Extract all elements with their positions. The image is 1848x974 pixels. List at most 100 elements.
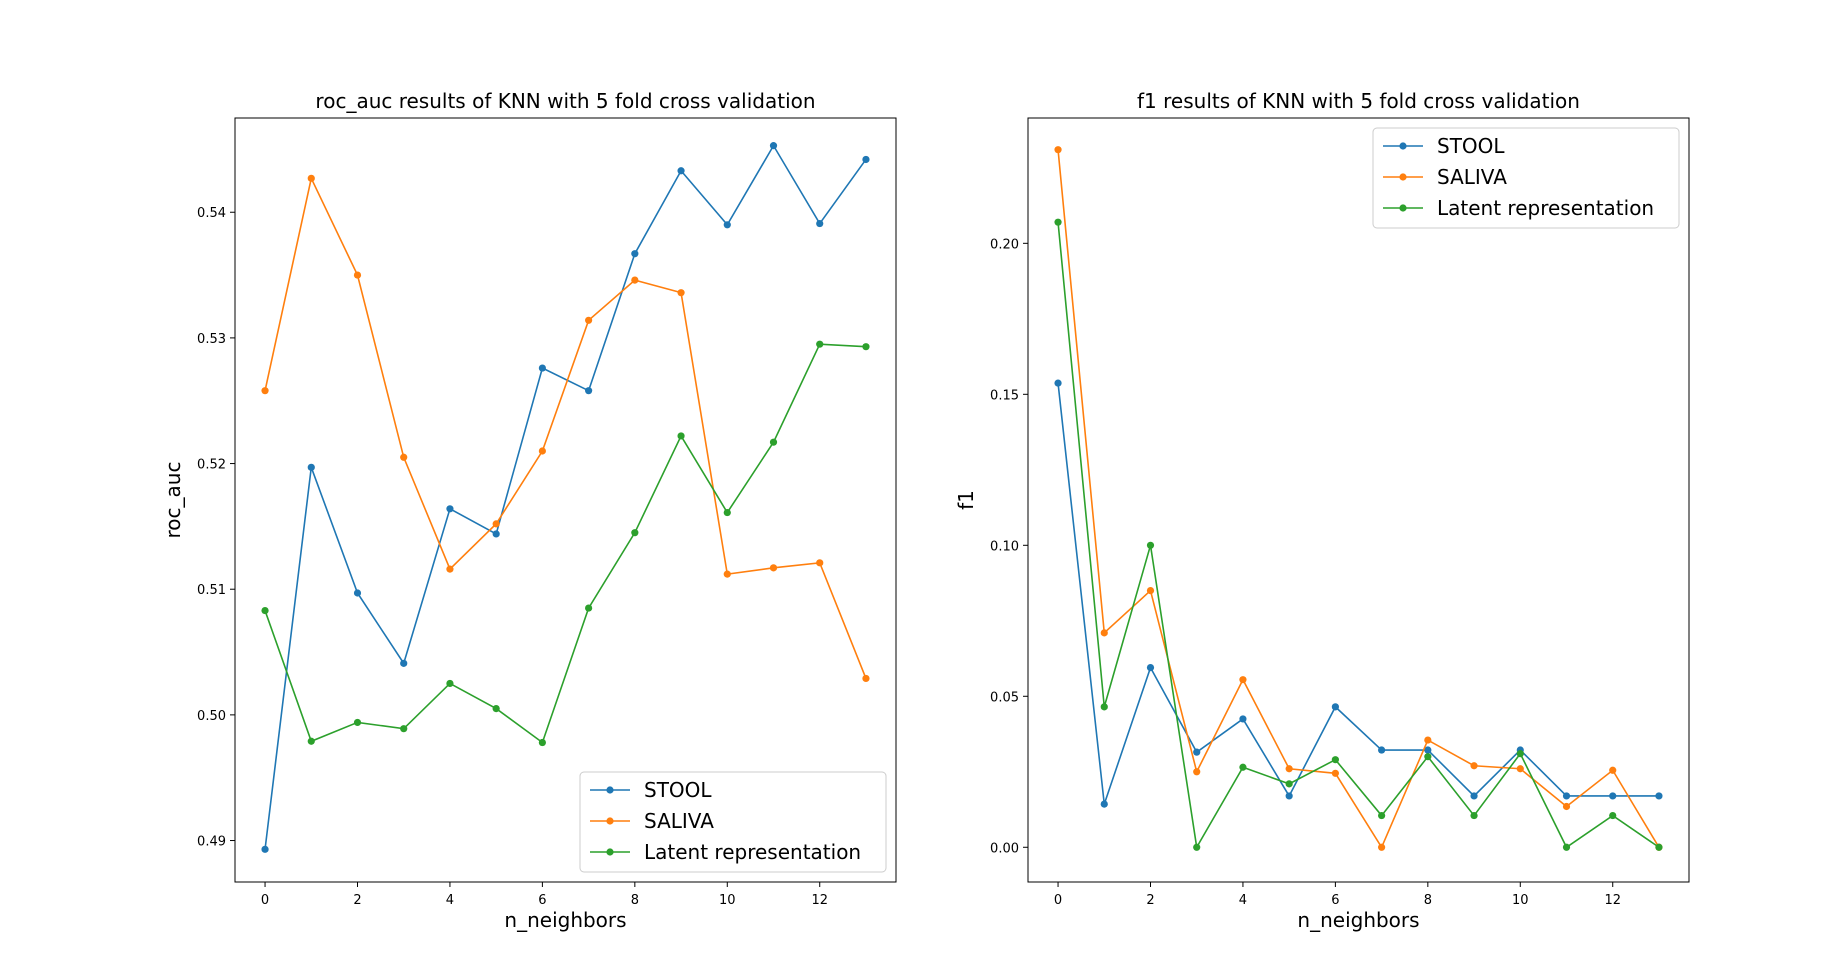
x-tick-label: 4 xyxy=(446,893,454,908)
y-tick-label: 0.51 xyxy=(197,583,226,598)
data-point xyxy=(1285,792,1293,800)
data-point xyxy=(1562,792,1571,800)
data-point xyxy=(862,343,870,351)
x-tick-label: 0 xyxy=(261,893,269,908)
data-point xyxy=(1146,586,1155,595)
data-point xyxy=(1516,765,1524,773)
data-point xyxy=(816,559,824,567)
plot-frame xyxy=(1027,117,1690,883)
data-point xyxy=(585,316,593,324)
legend: STOOL SALIVA Latent representation xyxy=(1372,127,1680,229)
data-point xyxy=(723,221,731,229)
data-point xyxy=(816,340,824,348)
data-point xyxy=(1100,800,1108,808)
x-tick-label: 12 xyxy=(811,893,828,908)
y-tick-label: 0.05 xyxy=(990,690,1019,705)
data-point xyxy=(261,387,269,395)
data-point xyxy=(538,364,546,372)
data-point xyxy=(1239,715,1247,723)
legend-label: SALIVA xyxy=(644,809,714,833)
data-point xyxy=(353,271,362,279)
legend-marker xyxy=(1399,204,1407,212)
data-point xyxy=(862,674,870,683)
x-axis-label: n_neighbors xyxy=(1297,908,1419,932)
y-tick-label: 0.49 xyxy=(197,835,226,850)
data-point xyxy=(1424,753,1432,761)
series-line xyxy=(1057,222,1660,850)
data-point xyxy=(1146,663,1155,672)
x-tick-label: 8 xyxy=(631,893,639,908)
data-point xyxy=(585,387,593,395)
data-point xyxy=(1146,541,1155,549)
legend-box xyxy=(579,771,887,873)
series-latent-representation xyxy=(261,340,870,747)
data-point xyxy=(631,529,639,537)
y-tick-label: 0.54 xyxy=(197,206,226,221)
data-point xyxy=(492,520,500,528)
legend-marker xyxy=(1399,173,1407,181)
legend-marker xyxy=(606,786,614,794)
plot-frame xyxy=(234,117,897,883)
legend-label: SALIVA xyxy=(1437,165,1507,189)
legend-label: Latent representation xyxy=(644,840,861,864)
data-point xyxy=(769,438,778,446)
y-tick-label: 0.20 xyxy=(990,237,1019,252)
data-point xyxy=(1424,746,1432,754)
data-point xyxy=(1378,746,1386,754)
x-tick-label: 10 xyxy=(719,893,736,908)
data-point xyxy=(723,508,731,517)
data-point xyxy=(400,725,408,733)
data-point xyxy=(1239,763,1247,771)
data-point xyxy=(1193,748,1201,756)
series-latent-representation xyxy=(1054,218,1663,851)
data-point xyxy=(1470,811,1478,820)
data-point xyxy=(1285,780,1293,788)
legend-marker xyxy=(1399,142,1407,150)
data-point xyxy=(769,142,778,150)
data-point xyxy=(1655,792,1663,800)
legend-marker xyxy=(606,848,614,856)
y-tick-label: 0.00 xyxy=(990,841,1019,856)
x-tick-label: 6 xyxy=(1331,893,1339,908)
legend-label: Latent representation xyxy=(1437,196,1654,220)
data-point xyxy=(1378,811,1386,820)
data-point xyxy=(446,565,454,573)
data-point xyxy=(1054,146,1062,154)
y-tick-label: 0.52 xyxy=(197,458,226,473)
legend: STOOL SALIVA Latent representation xyxy=(579,771,887,873)
chart-2: 0 2 4 6 8 10 12 0.00 0.05 0.10 0.15 0.20 f1 results … xyxy=(954,89,1690,932)
data-point xyxy=(1331,756,1339,764)
data-point xyxy=(1331,769,1339,777)
legend-label: STOOL xyxy=(644,778,712,802)
data-point xyxy=(1100,629,1108,637)
data-point xyxy=(1378,843,1386,851)
data-point xyxy=(1609,792,1617,800)
data-point xyxy=(353,589,362,597)
data-point xyxy=(307,463,315,471)
data-point xyxy=(1470,762,1478,770)
data-point xyxy=(1054,218,1062,226)
data-point xyxy=(1516,750,1524,758)
x-tick-label: 10 xyxy=(1512,893,1529,908)
x-tick-label: 2 xyxy=(1146,893,1154,908)
data-point xyxy=(492,704,500,713)
data-point xyxy=(769,564,778,572)
data-point xyxy=(1609,766,1617,774)
y-tick-label: 0.15 xyxy=(990,388,1019,403)
legend-box xyxy=(1372,127,1680,229)
data-point xyxy=(400,453,408,461)
y-tick-label: 0.10 xyxy=(990,539,1019,554)
data-point xyxy=(585,604,593,612)
data-point xyxy=(446,505,454,513)
x-tick-label: 2 xyxy=(353,893,361,908)
data-point xyxy=(1285,765,1293,773)
data-point xyxy=(1239,676,1247,684)
data-point xyxy=(261,845,269,853)
data-point xyxy=(261,606,269,615)
y-axis-label: f1 xyxy=(954,490,978,510)
series-line xyxy=(1057,149,1660,849)
chart-1: 0 2 4 6 8 10 12 0.49 0.50 0.51 0.52 0.53 0.54 roc_auc… xyxy=(161,89,897,932)
data-point xyxy=(1562,802,1571,811)
data-point xyxy=(492,530,500,538)
data-point xyxy=(1193,843,1201,851)
